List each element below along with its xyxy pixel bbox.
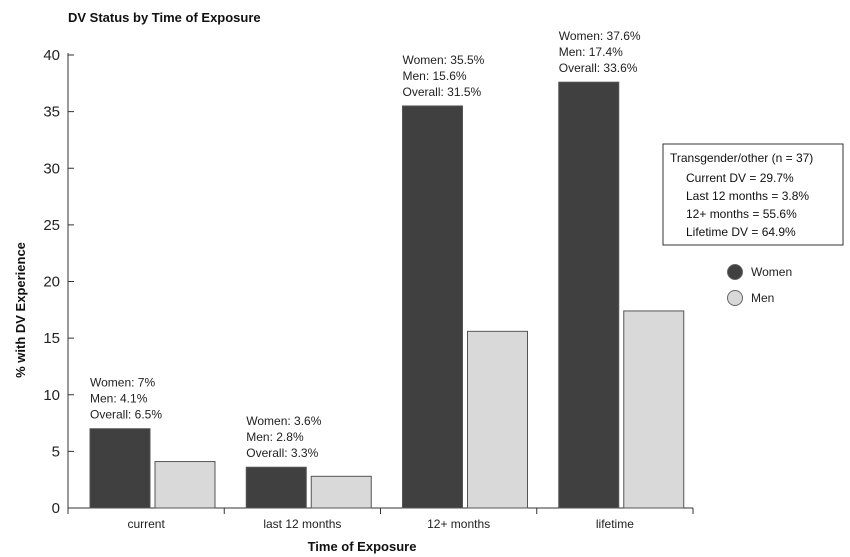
- y-tick-label: 20: [43, 274, 60, 291]
- legend: Women Men: [727, 264, 792, 306]
- y-tick-label: 15: [43, 330, 60, 347]
- y-tick-label: 5: [52, 443, 60, 460]
- data-label: Men: 4.1%: [90, 392, 148, 406]
- bar-men: [154, 461, 216, 509]
- y-axis-title: % with DV Experience: [13, 242, 28, 378]
- annotations: Women: 7% Men: 4.1% Overall: 6.5% Women: 3.…: [90, 29, 641, 460]
- info-box-line: 12+ months = 55.6%: [686, 207, 797, 221]
- legend-marker-men: [727, 290, 743, 306]
- bar-women: [245, 466, 307, 509]
- bar-women: [558, 81, 620, 509]
- data-label: Men: 15.6%: [403, 69, 467, 83]
- info-box-title: Transgender/other (n = 37): [670, 151, 813, 165]
- y-tick-label: 0: [52, 500, 60, 517]
- legend-marker-women: [727, 264, 743, 280]
- x-tick-label: lifetime: [596, 517, 634, 531]
- bar-men: [623, 310, 685, 509]
- info-box-line: Lifetime DV = 64.9%: [686, 225, 796, 239]
- y-tick-label: 25: [43, 217, 60, 234]
- x-axis-title: Time of Exposure: [308, 539, 417, 554]
- chart-title: DV Status by Time of Exposure: [68, 10, 261, 25]
- data-label: Overall: 33.6%: [559, 61, 638, 75]
- bars: [89, 81, 685, 509]
- data-label: Overall: 6.5%: [90, 408, 162, 422]
- y-tick-label: 40: [43, 47, 60, 64]
- x-tick-label: 12+ months: [427, 517, 490, 531]
- data-label: Women: 35.5%: [403, 53, 485, 67]
- data-label: Overall: 3.3%: [246, 446, 318, 460]
- axes: 0 5 10 15 20 25 30 35 40 current last 12 months 12+…: [43, 47, 694, 531]
- y-tick-label: 10: [43, 387, 60, 404]
- y-tick-label: 35: [43, 104, 60, 121]
- legend-label: Women: [751, 265, 792, 279]
- bar-women: [89, 428, 151, 509]
- data-label: Women: 7%: [90, 376, 155, 390]
- info-box-line: Current DV = 29.7%: [686, 171, 794, 185]
- data-label: Men: 17.4%: [559, 45, 623, 59]
- info-box-line: Last 12 months = 3.8%: [686, 189, 809, 203]
- bar-men: [467, 330, 528, 509]
- x-tick-label: current: [127, 517, 165, 531]
- bar-men: [310, 475, 372, 509]
- bar-women: [402, 105, 463, 509]
- info-box-frame: [662, 143, 844, 246]
- legend-label: Men: [751, 291, 774, 305]
- transgender-info-box: Transgender/other (n = 37) Current DV = 2…: [662, 143, 844, 246]
- data-label: Overall: 31.5%: [403, 85, 482, 99]
- y-tick-label: 30: [43, 160, 60, 177]
- data-label: Women: 3.6%: [246, 414, 321, 428]
- data-label: Women: 37.6%: [559, 29, 641, 43]
- x-tick-label: last 12 months: [263, 517, 341, 531]
- data-label: Men: 2.8%: [246, 430, 304, 444]
